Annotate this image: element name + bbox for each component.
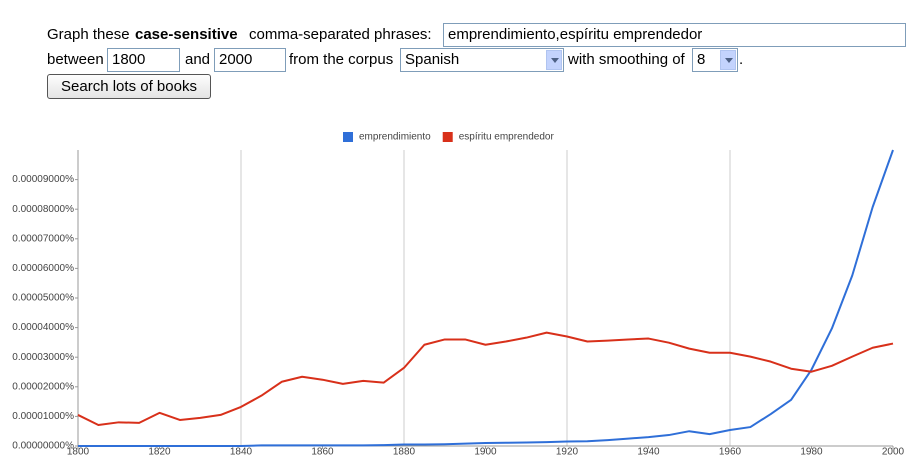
smoothing-select[interactable]: 8 <box>692 48 738 72</box>
series-line <box>77 331 894 426</box>
x-tick-label: 1800 <box>67 447 90 458</box>
smoothing-value: 8 <box>697 51 706 68</box>
prompt-text: Graph these <box>47 26 130 43</box>
y-tick-label: 0.00002000% <box>12 381 74 392</box>
corpus-select[interactable]: Spanish <box>400 48 564 72</box>
chart: 0.00000000% 0.00001000% 0.00002000% 0.00003… <box>12 132 905 458</box>
x-tick-label: 1860 <box>311 447 334 458</box>
legend-swatch <box>343 132 353 142</box>
x-tick-label: 1920 <box>556 447 579 458</box>
y-tick-label: 0.00006000% <box>12 263 74 274</box>
dropdown-arrow <box>720 50 736 70</box>
label: between <box>47 51 104 68</box>
dropdown-arrow <box>546 50 562 70</box>
y-tick-label: 0.00008000% <box>12 204 74 215</box>
label: with smoothing of <box>568 51 685 68</box>
y-tick-label: 0.00001000% <box>12 411 74 422</box>
series-line <box>78 149 894 447</box>
y-tick-label: 0.00009000% <box>12 174 74 185</box>
phrases-input[interactable]: emprendimiento,espíritu emprendedor <box>443 23 906 47</box>
label: . <box>739 51 744 68</box>
y-tick-label: 0.00007000% <box>12 233 74 244</box>
start-year-input[interactable]: 1800 <box>107 48 180 72</box>
prompt-bold: case-sensitive <box>135 26 238 43</box>
y-tick-label: 0.00000000% <box>12 441 74 452</box>
prompt-text: comma-separated phrases: <box>249 26 432 43</box>
x-tick-label: 1900 <box>474 447 497 458</box>
x-tick-label: 1960 <box>719 447 742 458</box>
corpus-value: Spanish <box>405 51 460 68</box>
legend-label: emprendimiento <box>359 132 431 143</box>
label: and <box>185 51 211 68</box>
y-tick-label: 0.00004000% <box>12 322 74 333</box>
label: from the corpus <box>289 51 394 68</box>
y-tick-label: 0.00003000% <box>12 352 74 363</box>
x-tick-label: 1880 <box>393 447 416 458</box>
end-year-input[interactable]: 2000 <box>214 48 286 72</box>
y-tick-label: 0.00005000% <box>12 293 74 304</box>
search-button[interactable]: Search lots of books <box>47 74 211 99</box>
x-tick-label: 1980 <box>800 447 823 458</box>
x-tick-label: 1840 <box>230 447 253 458</box>
x-tick-label: 2000 <box>882 447 905 458</box>
x-tick-label: 1940 <box>637 447 660 458</box>
legend-label: espíritu emprendedor <box>459 132 555 143</box>
legend-swatch <box>442 132 453 142</box>
x-tick-label: 1820 <box>148 447 171 458</box>
